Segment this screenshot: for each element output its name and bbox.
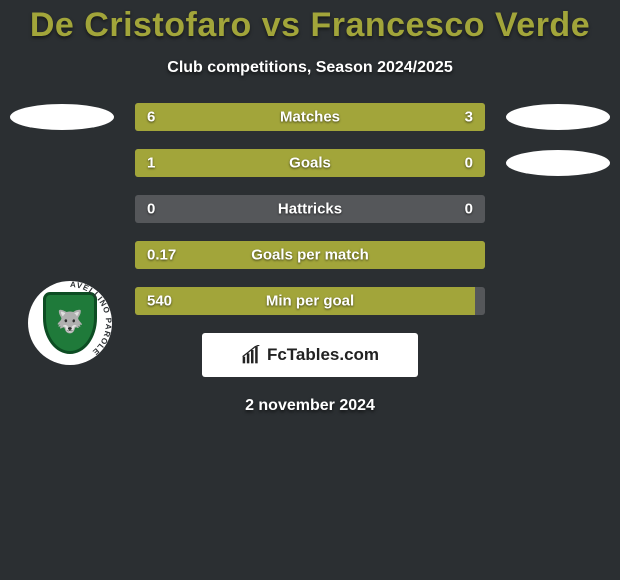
crest-circle: 🐺 AVELLINO PAROLE — [28, 281, 112, 365]
stat-metric-label: Goals per match — [251, 247, 369, 264]
stat-metric-label: Matches — [280, 109, 340, 126]
stat-metric-label: Hattricks — [278, 201, 342, 218]
stat-right-value: 0 — [465, 155, 473, 172]
chart-icon — [241, 345, 261, 365]
bar-track: 0.17 Goals per match — [135, 241, 485, 269]
stat-metric-label: Min per goal — [266, 293, 354, 310]
player-oval-right — [506, 150, 610, 176]
watermark-text: FcTables.com — [267, 345, 379, 365]
player-oval-left — [10, 104, 114, 130]
stat-row-goals: 1 Goals 0 — [0, 149, 620, 177]
bar-left — [135, 149, 398, 177]
date-label: 2 november 2024 — [0, 397, 620, 415]
stat-left-value: 6 — [147, 109, 155, 126]
club-crest: 🐺 AVELLINO PAROLE — [28, 281, 112, 365]
stat-right-value: 0 — [465, 201, 473, 218]
stat-left-value: 0 — [147, 201, 155, 218]
bar-track: 6 Matches 3 — [135, 103, 485, 131]
wolf-icon: 🐺 — [56, 311, 83, 333]
player-oval-right — [506, 104, 610, 130]
stat-row-matches: 6 Matches 3 — [0, 103, 620, 131]
stat-left-value: 1 — [147, 155, 155, 172]
crest-shield-icon: 🐺 — [43, 292, 97, 354]
chart-area: 6 Matches 3 1 Goals 0 0 Hattricks — [0, 103, 620, 315]
comparison-infographic: De Cristofaro vs Francesco Verde Club co… — [0, 0, 620, 415]
stat-row-goals-per-match: 0.17 Goals per match — [0, 241, 620, 269]
stat-left-value: 540 — [147, 293, 172, 310]
bar-track: 0 Hattricks 0 — [135, 195, 485, 223]
subtitle: Club competitions, Season 2024/2025 — [0, 59, 620, 77]
bar-track: 1 Goals 0 — [135, 149, 485, 177]
page-title: De Cristofaro vs Francesco Verde — [0, 6, 620, 45]
stat-left-value: 0.17 — [147, 247, 176, 264]
stat-row-hattricks: 0 Hattricks 0 — [0, 195, 620, 223]
stat-right-value: 3 — [465, 109, 473, 126]
watermark: FcTables.com — [202, 333, 418, 377]
bar-track: 540 Min per goal — [135, 287, 485, 315]
stat-metric-label: Goals — [289, 155, 331, 172]
